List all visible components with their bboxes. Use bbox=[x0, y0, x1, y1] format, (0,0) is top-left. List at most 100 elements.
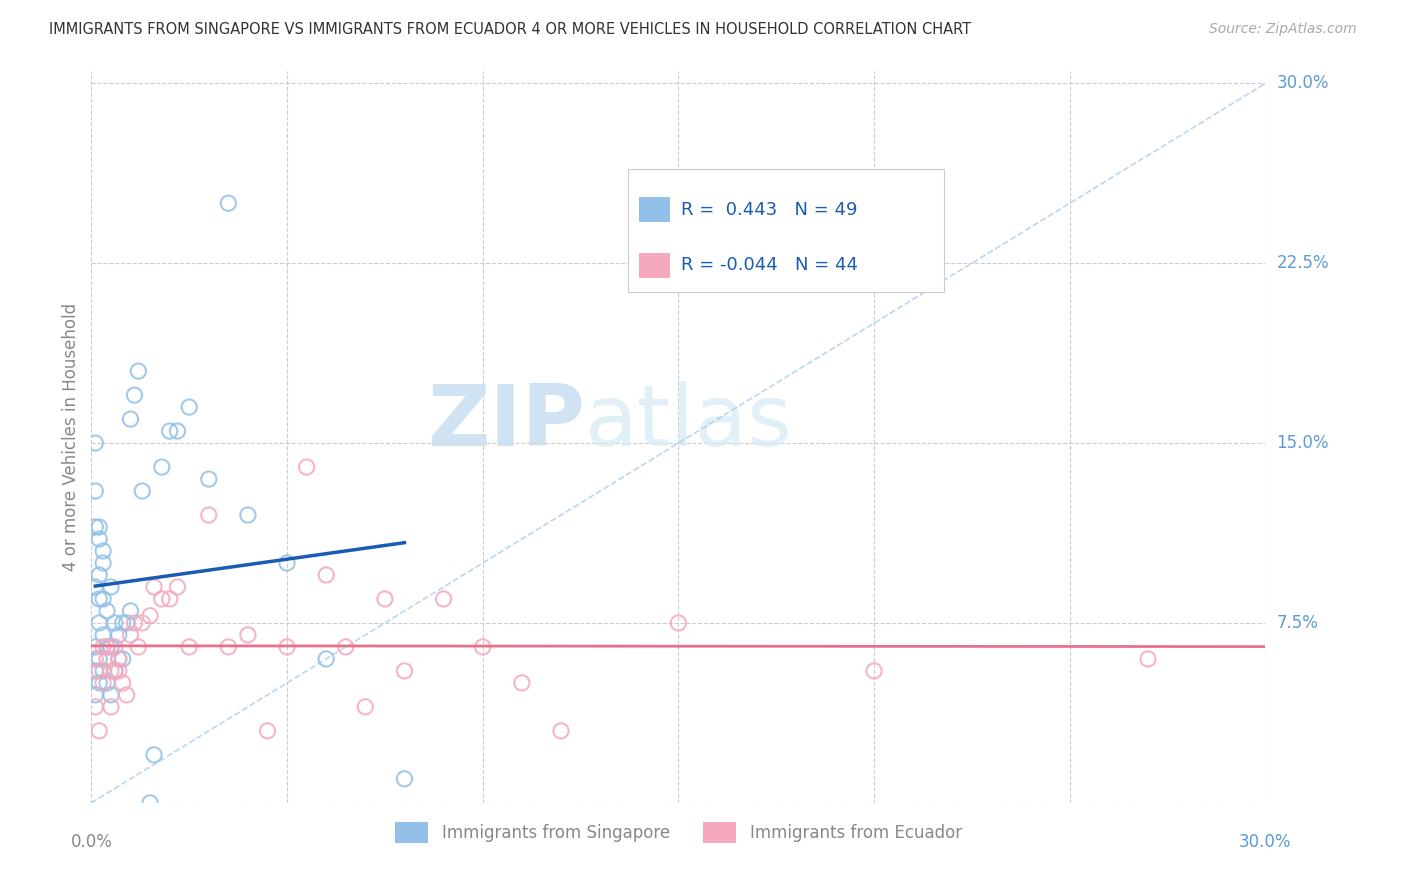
Point bbox=[374, 591, 396, 606]
Point bbox=[89, 723, 111, 738]
Point bbox=[96, 652, 118, 666]
Y-axis label: 4 or more Vehicles in Household: 4 or more Vehicles in Household bbox=[62, 303, 80, 571]
Point bbox=[89, 615, 111, 630]
Point bbox=[115, 688, 138, 702]
Point bbox=[394, 664, 416, 678]
Point bbox=[471, 640, 494, 654]
Point bbox=[84, 688, 107, 702]
Point bbox=[115, 615, 138, 630]
Point bbox=[197, 508, 219, 522]
Point bbox=[276, 556, 298, 570]
Point bbox=[84, 436, 107, 450]
Point bbox=[315, 568, 337, 582]
Text: R = -0.044   N = 44: R = -0.044 N = 44 bbox=[682, 256, 859, 274]
Text: 15.0%: 15.0% bbox=[1277, 434, 1329, 452]
Point bbox=[84, 664, 107, 678]
Point bbox=[143, 580, 166, 594]
Point bbox=[295, 460, 318, 475]
Point bbox=[104, 664, 127, 678]
Point bbox=[107, 628, 129, 642]
Point bbox=[120, 604, 142, 618]
Text: 30.0%: 30.0% bbox=[1277, 74, 1329, 93]
Point bbox=[89, 676, 111, 690]
Point bbox=[104, 640, 127, 654]
Point bbox=[217, 640, 239, 654]
Point bbox=[150, 460, 173, 475]
Point bbox=[111, 652, 134, 666]
Point bbox=[89, 591, 111, 606]
Point bbox=[84, 520, 107, 534]
Point bbox=[89, 568, 111, 582]
Point bbox=[89, 520, 111, 534]
Point bbox=[236, 628, 259, 642]
Point bbox=[510, 676, 533, 690]
Point bbox=[111, 676, 134, 690]
Point bbox=[104, 615, 127, 630]
Point bbox=[100, 664, 122, 678]
Text: R =  0.443   N = 49: R = 0.443 N = 49 bbox=[682, 201, 858, 219]
Point bbox=[111, 615, 134, 630]
Point bbox=[89, 532, 111, 546]
Point bbox=[91, 676, 114, 690]
Point bbox=[159, 591, 181, 606]
Point bbox=[96, 640, 118, 654]
Text: Source: ZipAtlas.com: Source: ZipAtlas.com bbox=[1209, 22, 1357, 37]
Point bbox=[863, 664, 886, 678]
Point bbox=[91, 556, 114, 570]
Point bbox=[89, 664, 111, 678]
Text: atlas: atlas bbox=[585, 381, 793, 464]
Point bbox=[120, 412, 142, 426]
Point bbox=[84, 483, 107, 498]
Point bbox=[107, 652, 129, 666]
Point bbox=[84, 699, 107, 714]
Point bbox=[96, 676, 118, 690]
Point bbox=[131, 615, 153, 630]
Point bbox=[100, 688, 122, 702]
Point bbox=[394, 772, 416, 786]
Point bbox=[550, 723, 572, 738]
Point bbox=[217, 196, 239, 211]
Point bbox=[96, 640, 118, 654]
Point bbox=[166, 580, 188, 594]
Point bbox=[159, 424, 181, 438]
Point bbox=[256, 723, 278, 738]
Point bbox=[124, 615, 146, 630]
Point bbox=[131, 483, 153, 498]
Point bbox=[100, 640, 122, 654]
Point bbox=[143, 747, 166, 762]
Point bbox=[127, 640, 149, 654]
Text: 7.5%: 7.5% bbox=[1277, 614, 1319, 632]
Point bbox=[236, 508, 259, 522]
Point bbox=[96, 604, 118, 618]
Point bbox=[1136, 652, 1159, 666]
Legend: Immigrants from Singapore, Immigrants from Ecuador: Immigrants from Singapore, Immigrants fr… bbox=[388, 815, 969, 849]
Text: 0.0%: 0.0% bbox=[70, 833, 112, 851]
Point bbox=[84, 652, 107, 666]
Point bbox=[276, 640, 298, 654]
Point bbox=[197, 472, 219, 486]
Point bbox=[91, 628, 114, 642]
Point bbox=[84, 580, 107, 594]
Text: 22.5%: 22.5% bbox=[1277, 254, 1329, 272]
Point bbox=[179, 640, 201, 654]
Point bbox=[139, 796, 162, 810]
Point bbox=[104, 664, 127, 678]
Text: ZIP: ZIP bbox=[427, 381, 585, 464]
Point bbox=[91, 640, 114, 654]
Point bbox=[432, 591, 454, 606]
Point bbox=[150, 591, 173, 606]
Point bbox=[100, 699, 122, 714]
Point bbox=[91, 544, 114, 558]
Point bbox=[89, 652, 111, 666]
Text: IMMIGRANTS FROM SINGAPORE VS IMMIGRANTS FROM ECUADOR 4 OR MORE VEHICLES IN HOUSE: IMMIGRANTS FROM SINGAPORE VS IMMIGRANTS … bbox=[49, 22, 972, 37]
Point bbox=[84, 640, 107, 654]
Point bbox=[666, 615, 689, 630]
Point bbox=[315, 652, 337, 666]
Point bbox=[120, 628, 142, 642]
Point bbox=[124, 388, 146, 402]
Point bbox=[179, 400, 201, 414]
Point bbox=[91, 664, 114, 678]
Point bbox=[107, 652, 129, 666]
Point bbox=[127, 364, 149, 378]
Point bbox=[100, 580, 122, 594]
